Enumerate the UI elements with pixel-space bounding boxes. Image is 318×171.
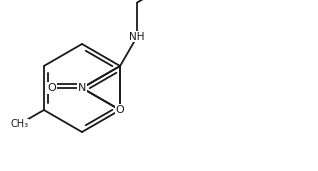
Text: CH₃: CH₃ [10, 119, 29, 129]
Text: NH: NH [129, 32, 145, 42]
Text: O: O [48, 83, 56, 93]
Text: N: N [78, 83, 86, 93]
Text: O: O [116, 105, 124, 115]
